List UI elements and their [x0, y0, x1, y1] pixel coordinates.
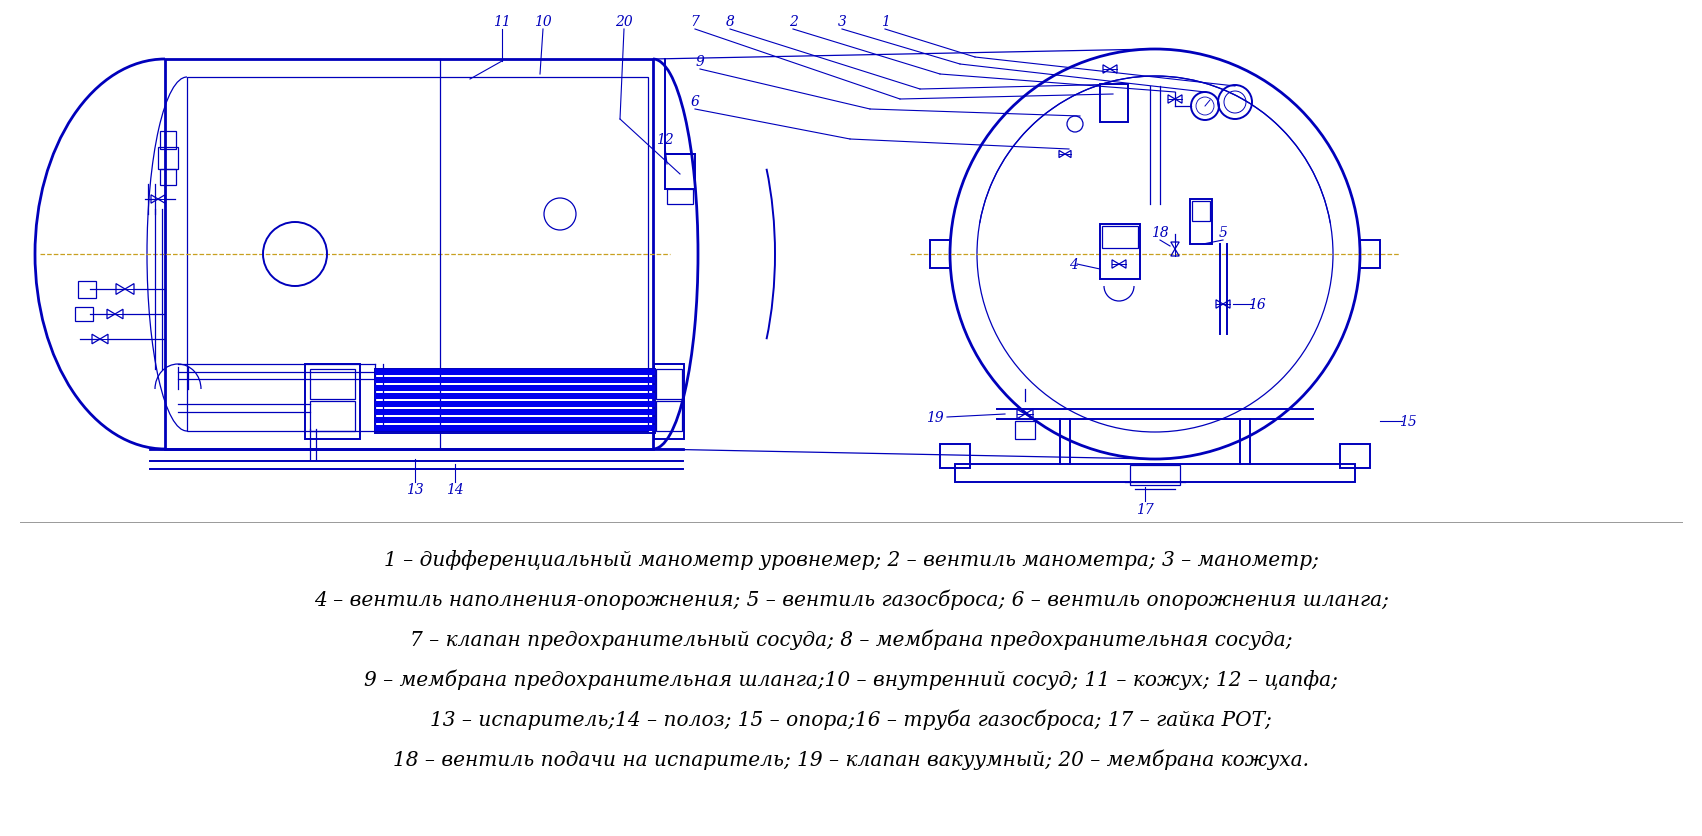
Bar [374, 385, 655, 391]
Bar [187, 78, 648, 431]
Bar [929, 241, 950, 268]
Bar [310, 401, 356, 431]
Text: 10: 10 [534, 15, 551, 29]
Text: 14: 14 [446, 482, 465, 497]
Text: 19: 19 [926, 410, 945, 425]
Text: 11: 11 [494, 15, 511, 29]
Bar [665, 155, 694, 190]
Bar [940, 445, 970, 468]
Text: 18 – вентиль подачи на испаритель; 19 – клапан вакуумный; 20 – мембрана кожуха.: 18 – вентиль подачи на испаритель; 19 – … [393, 749, 1309, 769]
Text: 9 – мембрана предохранительная шланга;10 – внутренний сосуд; 11 – кожух; 12 – ца: 9 – мембрана предохранительная шланга;10… [364, 669, 1338, 690]
Bar [1101, 227, 1139, 248]
Bar [667, 190, 693, 205]
Text: 8: 8 [725, 15, 735, 29]
Text: 16: 16 [1248, 298, 1266, 312]
Text: 1 – дифференциальный манометр уровнемер; 2 – вентиль манометра; 3 – манометр;: 1 – дифференциальный манометр уровнемер;… [383, 549, 1319, 569]
Bar [374, 378, 655, 384]
Bar [654, 364, 684, 440]
Bar [955, 465, 1355, 482]
Bar [374, 370, 655, 375]
Text: 15: 15 [1399, 415, 1416, 429]
Text: 4: 4 [1069, 257, 1077, 272]
Bar [374, 401, 655, 407]
Bar [655, 370, 683, 400]
Bar [1360, 241, 1380, 268]
Bar [1339, 445, 1370, 468]
Bar [1099, 85, 1128, 123]
Bar [160, 170, 175, 186]
Text: 12: 12 [657, 133, 674, 147]
Text: 20: 20 [614, 15, 633, 29]
Text: 9: 9 [696, 55, 705, 69]
Text: 4 – вентиль наполнения-опорожнения; 5 – вентиль газосброса; 6 – вентиль опорожне: 4 – вентиль наполнения-опорожнения; 5 – … [313, 589, 1389, 609]
Bar [160, 132, 175, 150]
Text: 13 – испаритель;14 – полоз; 15 – опора;16 – труба газосброса; 17 – гайка РОТ;: 13 – испаритель;14 – полоз; 15 – опора;1… [431, 709, 1271, 729]
Text: 17: 17 [1137, 502, 1154, 517]
Text: 1: 1 [880, 15, 890, 29]
Bar [75, 308, 94, 322]
Text: 18: 18 [1151, 226, 1169, 240]
Bar [165, 60, 654, 450]
Bar [374, 410, 655, 415]
Text: 7: 7 [691, 15, 700, 29]
Bar [374, 370, 655, 434]
Text: 13: 13 [407, 482, 424, 497]
Bar [1099, 225, 1140, 280]
Bar [374, 394, 655, 400]
Text: 3: 3 [837, 15, 846, 29]
Bar [78, 282, 95, 298]
Bar [1130, 466, 1179, 486]
Text: 7 – клапан предохранительный сосуда; 8 – мембрана предохранительная сосуда;: 7 – клапан предохранительный сосуда; 8 –… [410, 629, 1292, 650]
Text: 5: 5 [1219, 226, 1227, 240]
Text: 2: 2 [788, 15, 798, 29]
Bar [1190, 200, 1212, 245]
Bar [310, 370, 356, 400]
Bar [158, 148, 179, 170]
Bar [1191, 201, 1210, 222]
Text: 6: 6 [691, 95, 700, 109]
Bar [1014, 421, 1035, 440]
Bar [305, 364, 361, 440]
Bar [655, 401, 683, 431]
Bar [374, 417, 655, 424]
Bar [374, 426, 655, 431]
